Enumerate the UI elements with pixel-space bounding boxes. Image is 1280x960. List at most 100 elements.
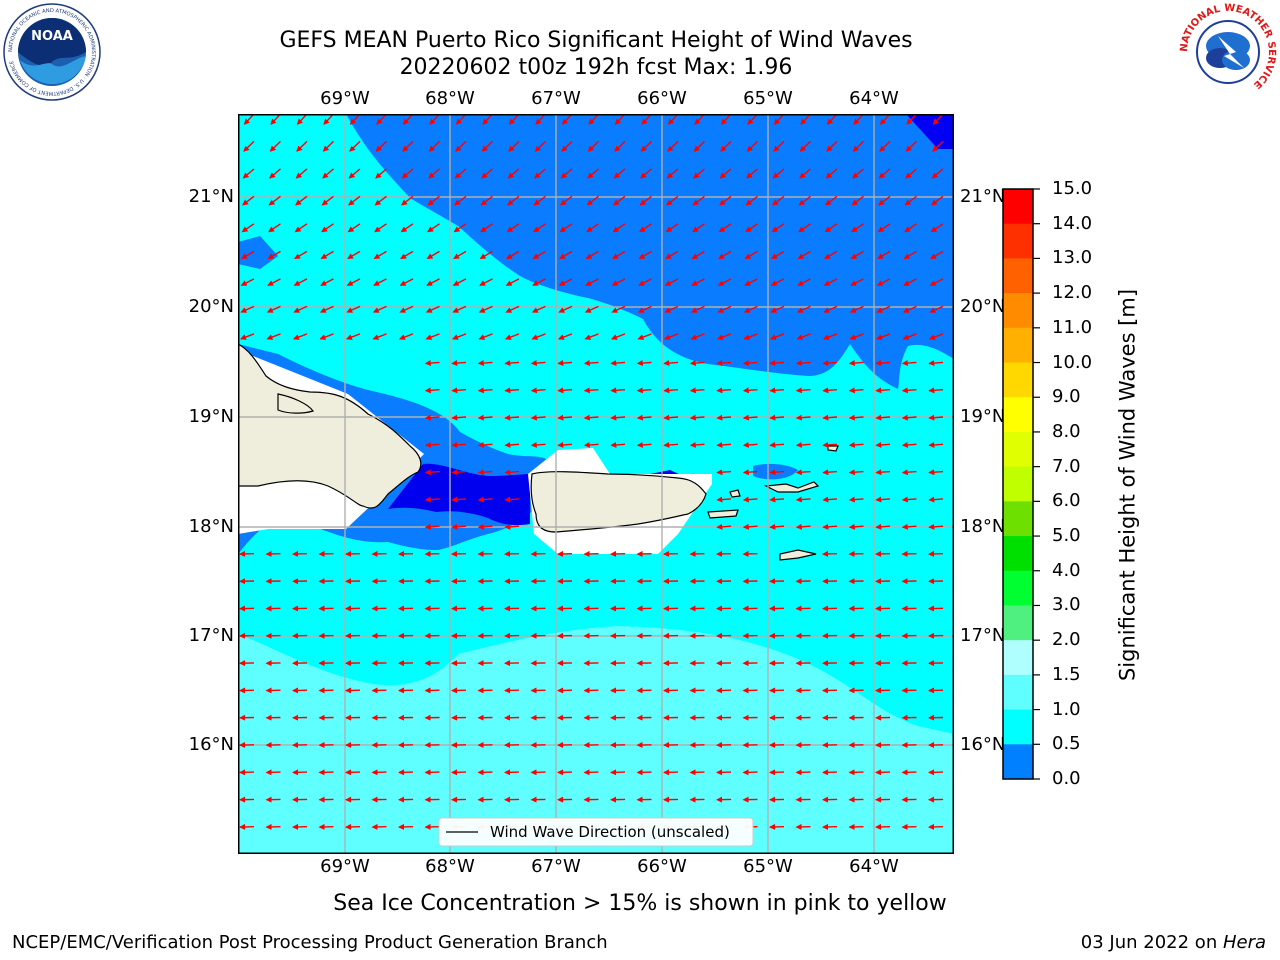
wave-direction-arrow	[376, 114, 388, 125]
credit: NCEP/EMC/Verification Post Processing Pr…	[12, 932, 608, 953]
wave-direction-arrow	[797, 278, 811, 286]
wave-direction-arrow	[557, 387, 573, 394]
wave-direction-arrow	[769, 441, 785, 448]
wave-direction-arrow	[639, 195, 652, 206]
wave-direction-arrow	[558, 305, 573, 313]
wave-direction-arrow	[398, 333, 414, 340]
wave-direction-arrow	[773, 114, 785, 125]
wave-direction-arrow	[795, 441, 811, 448]
wave-direction-arrow	[928, 496, 944, 503]
wave-direction-arrow	[665, 223, 679, 233]
wave-direction-arrow	[901, 360, 917, 367]
run-date: 03 Jun 2022 on Hera	[1081, 932, 1266, 954]
wave-direction-arrow	[771, 250, 785, 260]
wave-direction-arrow	[424, 496, 440, 503]
wave-direction-arrow	[928, 360, 944, 367]
wave-direction-arrow	[268, 223, 281, 233]
wave-direction-arrow	[322, 168, 334, 179]
colorbar-swatch	[1003, 570, 1033, 606]
wave-direction-arrow	[614, 114, 626, 125]
wave-direction-arrow	[640, 140, 652, 152]
lat-tick-left: 16°N	[188, 734, 234, 755]
wave-direction-arrow	[585, 278, 599, 286]
wave-direction-arrow	[531, 305, 546, 313]
wave-direction-arrow	[875, 469, 891, 476]
wave-direction-arrow	[905, 168, 917, 179]
wave-direction-arrow	[427, 195, 440, 206]
wave-direction-arrow	[583, 414, 599, 421]
wave-direction-arrow	[692, 223, 705, 233]
wave-direction-arrow	[928, 333, 944, 340]
wave-direction-arrow	[877, 250, 891, 260]
wave-direction-arrow	[928, 414, 944, 421]
wave-direction-arrow	[296, 140, 308, 152]
wave-direction-arrow	[320, 278, 334, 286]
wave-direction-arrow	[348, 168, 361, 179]
noaa-logo: NOAA NATIONAL OCEANIC AND ATMOSPHERIC AD…	[3, 3, 101, 101]
wave-direction-arrow	[295, 195, 308, 206]
wave-direction-arrow	[636, 360, 652, 367]
wave-direction-arrow	[505, 305, 520, 313]
wave-direction-arrow	[610, 333, 626, 340]
colorbar-swatch	[1003, 466, 1033, 502]
wave-direction-arrow	[928, 441, 944, 448]
wave-direction-arrow	[822, 414, 838, 421]
wave-direction-arrow	[720, 114, 732, 125]
wave-direction-arrow	[848, 496, 864, 503]
land-culebra	[729, 489, 741, 498]
wave-direction-arrow	[798, 223, 811, 233]
wave-direction-arrow	[903, 278, 917, 286]
wave-direction-arrow	[295, 168, 308, 179]
wave-direction-arrow	[399, 278, 414, 286]
wave-direction-arrow	[636, 414, 652, 421]
wave-direction-arrow	[613, 195, 626, 206]
wave-direction-arrow	[506, 223, 520, 233]
wave-direction-arrow	[401, 195, 414, 206]
wave-direction-arrow	[349, 114, 361, 125]
lon-tick-bottom: 69°W	[320, 856, 370, 877]
wave-direction-arrow	[558, 278, 573, 286]
wave-direction-arrow	[902, 333, 917, 340]
wave-direction-arrow	[772, 168, 785, 179]
wave-direction-arrow	[663, 387, 679, 394]
wave-direction-arrow	[346, 305, 361, 313]
wave-direction-arrow	[664, 305, 679, 313]
wave-direction-arrow	[824, 250, 838, 260]
wave-direction-arrow	[424, 441, 440, 448]
wave-direction-arrow	[904, 195, 917, 206]
wave-direction-arrow	[477, 387, 493, 394]
wave-direction-arrow	[480, 223, 493, 233]
wave-direction-arrow	[663, 441, 679, 448]
wave-direction-arrow	[929, 305, 944, 313]
wave-direction-arrow	[930, 223, 944, 233]
wave-direction-arrow	[641, 114, 653, 125]
colorbar-swatch	[1003, 327, 1033, 364]
wave-direction-arrow	[666, 195, 679, 206]
wave-direction-arrow	[691, 278, 705, 286]
wave-direction-arrow	[561, 140, 573, 152]
wave-direction-arrow	[664, 278, 679, 286]
wave-direction-arrow	[269, 168, 281, 179]
wave-direction-arrow	[716, 469, 732, 476]
wave-direction-arrow	[533, 223, 546, 233]
wave-direction-arrow	[742, 360, 758, 367]
wave-direction-arrow	[742, 414, 758, 421]
colorbar-swatch	[1003, 744, 1033, 780]
wave-direction-arrow	[877, 223, 891, 233]
wave-direction-arrow	[455, 140, 467, 152]
wave-direction-arrow	[504, 441, 520, 448]
wave-direction-arrow	[800, 114, 812, 125]
wave-direction-arrow	[666, 168, 679, 179]
wave-direction-arrow	[508, 114, 520, 125]
wave-direction-arrow	[901, 496, 917, 503]
wave-direction-arrow	[849, 333, 864, 340]
wave-direction-arrow	[293, 278, 308, 286]
wave-direction-arrow	[374, 195, 387, 206]
wave-direction-arrow	[742, 523, 758, 530]
land-usvi	[763, 481, 820, 493]
wave-direction-arrow	[504, 387, 520, 394]
wave-direction-arrow	[530, 360, 546, 367]
colorbar-label: 9.0	[1052, 386, 1081, 408]
wave-direction-arrow	[904, 223, 917, 233]
wave-direction-arrow	[637, 305, 652, 313]
